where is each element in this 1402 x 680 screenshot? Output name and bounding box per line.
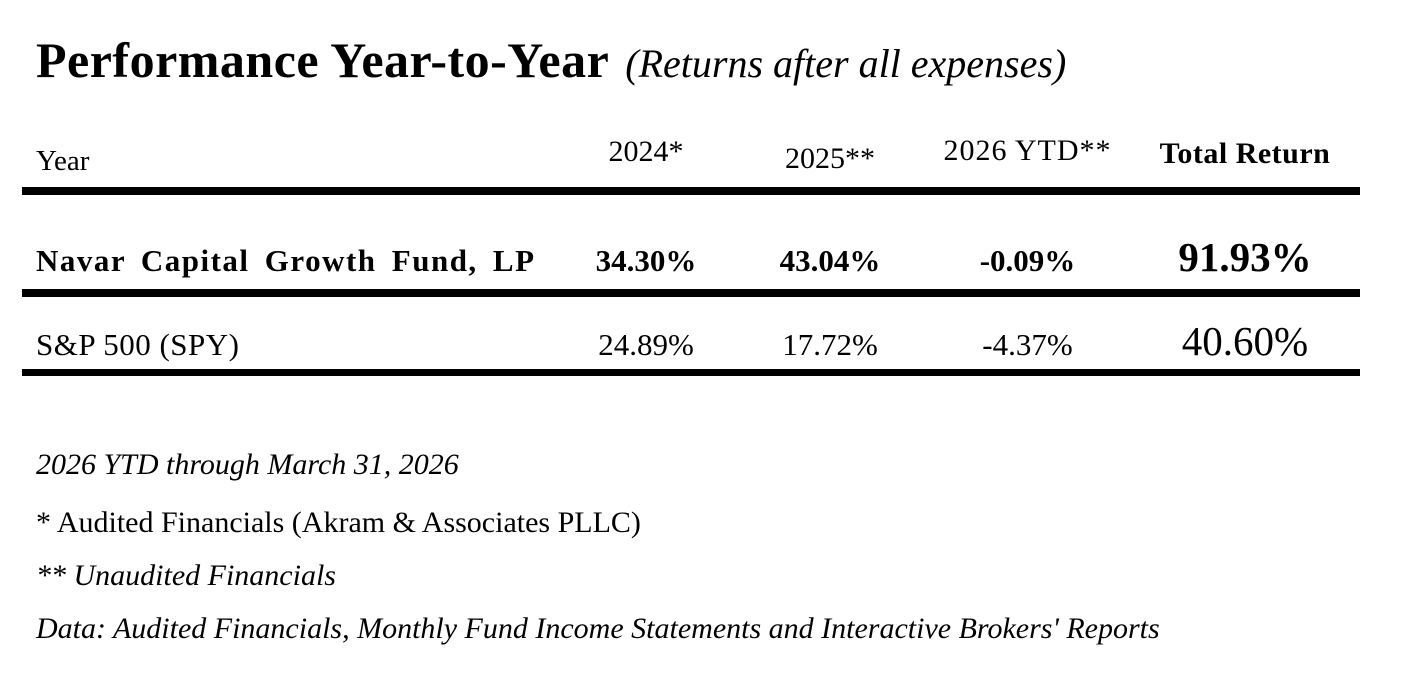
spy-return-2026-ytd: -4.37% (982, 327, 1073, 362)
spy-return-2025: 17.72% (782, 327, 878, 362)
fund-return-2026-ytd: -0.09% (979, 243, 1076, 278)
note-data-sources: Data: Audited Financials, Monthly Fund I… (36, 612, 1160, 645)
column-header-year: Year (36, 145, 90, 177)
row-label-fund: Navar Capital Growth Fund, LP (36, 243, 536, 278)
column-header-2026-ytd: 2026 YTD** (943, 134, 1112, 167)
spy-total-return: 40.60% (1181, 318, 1309, 364)
footnotes: 2026 YTD through March 31, 2026 * Audite… (22, 438, 1360, 655)
note-audited-financials: * Audited Financials (Akram & Associates… (36, 506, 641, 539)
note-ytd-through: 2026 YTD through March 31, 2026 (36, 448, 459, 481)
column-header-2024: 2024* (608, 135, 684, 168)
column-header-total-return: Total Return (1159, 137, 1331, 170)
table-header-row: Year 2024* 2025** 2026 YTD** Total Retur… (22, 90, 1360, 195)
title-subtitle: (Returns after all expenses) (625, 41, 1067, 86)
fund-return-2024: 34.30% (595, 243, 697, 278)
table-row-spy: S&P 500 (SPY) 24.89% 17.72% -4.37% 40.60… (22, 297, 1360, 376)
spy-return-2024: 24.89% (598, 327, 694, 362)
fund-total-return: 91.93% (1178, 234, 1312, 280)
fund-return-2025: 43.04% (779, 243, 881, 278)
performance-table: Year 2024* 2025** 2026 YTD** Total Retur… (22, 90, 1360, 376)
table-row-fund: Navar Capital Growth Fund, LP 34.30% 43.… (22, 195, 1360, 297)
title-main: Performance Year-to-Year (36, 32, 610, 88)
column-header-2025: 2025** (785, 142, 875, 175)
page-title: Performance Year-to-Year (Returns after a… (22, 30, 1360, 90)
note-unaudited-financials: ** Unaudited Financials (36, 559, 336, 592)
row-label-spy: S&P 500 (SPY) (36, 327, 240, 362)
